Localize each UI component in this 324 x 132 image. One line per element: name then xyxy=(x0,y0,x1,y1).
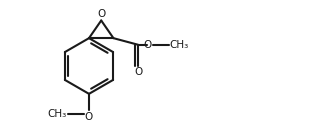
Text: CH₃: CH₃ xyxy=(47,109,66,119)
Text: O: O xyxy=(85,112,93,121)
Text: O: O xyxy=(134,67,142,77)
Text: O: O xyxy=(144,40,152,50)
Text: CH₃: CH₃ xyxy=(170,40,189,50)
Text: O: O xyxy=(97,9,105,19)
